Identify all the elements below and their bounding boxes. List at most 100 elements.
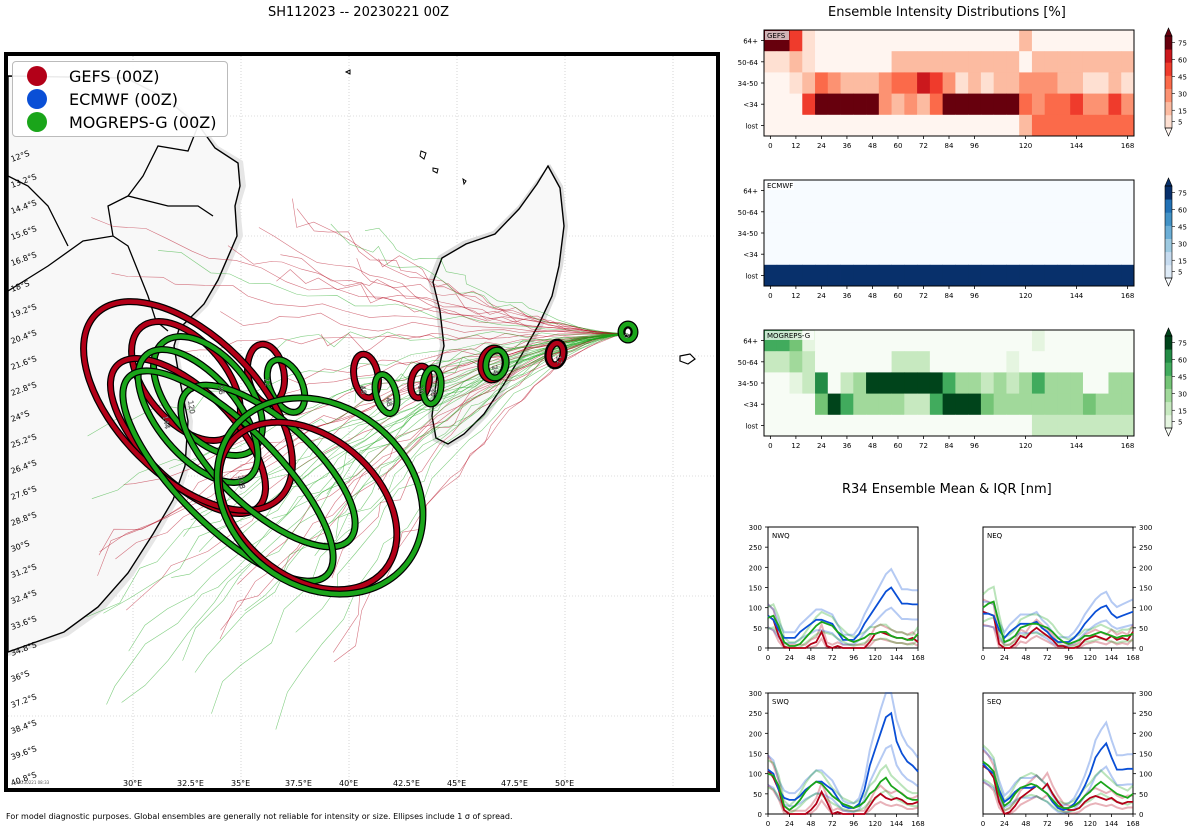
heatmap-cell xyxy=(1070,93,1084,116)
heatmap-cell xyxy=(1006,330,1020,352)
heatmap-cell xyxy=(853,114,867,137)
heatmap-cell xyxy=(776,201,790,223)
heatmap-cell xyxy=(904,372,918,394)
heatmap-cell xyxy=(1057,51,1071,73)
r34-ytick-label: 100 xyxy=(749,605,762,613)
colorbar-segment xyxy=(1165,75,1172,89)
heatmap-xtick-label: 36 xyxy=(842,292,851,300)
r34-title: R34 Ensemble Mean & IQR [nm] xyxy=(842,482,1052,497)
heatmap-cell xyxy=(878,393,892,416)
colorbar-segment xyxy=(1165,49,1172,63)
heatmap-cell xyxy=(1019,180,1033,202)
r34-mean-line-gefs xyxy=(982,764,1133,816)
r34-iqr-line xyxy=(982,585,1134,641)
ellipse-gefs xyxy=(81,299,295,513)
heatmap-cell xyxy=(917,222,931,244)
r34-xtick-label: 48 xyxy=(806,820,815,828)
heatmap-cell xyxy=(968,72,982,94)
heatmap-xtick-label: 12 xyxy=(791,292,800,300)
heatmap-cell xyxy=(815,393,829,416)
heatmap-cell xyxy=(955,30,969,52)
ellipse-hour-label: 0 xyxy=(622,333,631,339)
ensemble-track xyxy=(258,227,629,335)
heatmap-xtick-label: 12 xyxy=(791,142,800,150)
heatmap-cell xyxy=(1082,393,1097,416)
heatmap-cell xyxy=(891,372,905,394)
heatmap-cell xyxy=(1082,114,1097,137)
heatmap-cell xyxy=(1006,393,1020,416)
r34-xtick-label: 24 xyxy=(785,820,794,828)
intensity-title: Ensemble Intensity Distributions [%] xyxy=(828,5,1066,20)
heatmap-cell xyxy=(968,372,982,394)
heatmap-cell xyxy=(827,180,841,202)
r34-ytick-label: 200 xyxy=(1139,730,1152,738)
heatmap-cell xyxy=(1031,351,1046,373)
r34-xtick-label: 0 xyxy=(981,654,985,662)
heatmap-cell xyxy=(1006,93,1020,116)
heatmap-cell xyxy=(993,372,1007,394)
heatmap-cell xyxy=(891,351,905,373)
heatmap-cell xyxy=(1031,222,1046,244)
heatmap-cell xyxy=(1031,201,1046,223)
heatmap-cell xyxy=(1095,51,1109,73)
heatmap-cell xyxy=(1019,51,1033,73)
heatmap-cell xyxy=(802,222,816,244)
lon-label: 40°E xyxy=(339,779,358,788)
ellipse-hour-label: 24 xyxy=(490,365,500,376)
heatmap-xtick-label: 60 xyxy=(894,442,903,450)
heatmap-cell xyxy=(980,393,995,416)
r34-xtick-label: 48 xyxy=(806,654,815,662)
heatmap-cell xyxy=(878,93,892,116)
heatmap-row-label: 50-64 xyxy=(738,209,759,217)
heatmap-cell xyxy=(968,201,982,223)
heatmap-cell xyxy=(789,351,803,373)
heatmap-mogreps-g: MOGREPS-G 64+ 50-64 34-50 <34 lost 0 12 24 36 48 60… xyxy=(738,327,1187,450)
heatmap-cell xyxy=(942,180,956,202)
heatmap-cell xyxy=(878,114,892,137)
ellipse-mogreps xyxy=(618,321,638,343)
heatmap-cell xyxy=(968,351,982,373)
heatmap-cell xyxy=(955,243,969,266)
heatmap-cell xyxy=(866,51,880,73)
heatmap-cell xyxy=(980,351,995,373)
heatmap-cell xyxy=(904,264,918,287)
heatmap-xtick-label: 24 xyxy=(817,442,826,450)
colorbar-segment xyxy=(1165,101,1172,116)
heatmap-cell xyxy=(1019,264,1033,287)
heatmap-cell xyxy=(1070,180,1084,202)
r34-xtick-label: 0 xyxy=(766,820,770,828)
heatmap-cell xyxy=(968,264,982,287)
legend-item-gefs: GEFS (00Z) xyxy=(27,65,159,87)
heatmap-gefs: GEFS 64+ 50-64 34-50 <34 lost 0 12 24 36 48 60 72 84 9… xyxy=(738,27,1187,150)
heatmap-cell xyxy=(1031,414,1046,437)
heatmap-xtick-label: 0 xyxy=(768,142,772,150)
heatmap-cell xyxy=(827,393,841,416)
colorbar-label: 15 xyxy=(1178,257,1187,265)
colorbar-segment xyxy=(1165,199,1172,213)
heatmap-cell xyxy=(878,72,892,94)
heatmap-cell xyxy=(789,222,803,244)
colorbar-segment xyxy=(1165,349,1172,363)
heatmap-cell xyxy=(776,264,790,287)
heatmap-xtick-label: 0 xyxy=(768,292,772,300)
heatmap-cell xyxy=(815,351,829,373)
heatmap-cell xyxy=(955,222,969,244)
heatmap-cell xyxy=(1044,243,1058,266)
r34-xtick-label: 96 xyxy=(1064,654,1073,662)
r34-xtick-label: 96 xyxy=(849,820,858,828)
heatmap-cell xyxy=(1031,393,1046,416)
colorbar-label: 30 xyxy=(1178,240,1187,248)
heatmap-cell xyxy=(993,72,1007,94)
heatmap-cell xyxy=(904,351,918,373)
heatmap-cell xyxy=(1070,114,1084,137)
heatmap-cell xyxy=(1019,114,1033,137)
heatmap-cell xyxy=(827,93,841,116)
heatmap-cell xyxy=(891,180,905,202)
uncertainty-ellipses: 0 12 24 36 48 72 96 120 144 168 36 48 xyxy=(80,298,639,598)
heatmap-cell xyxy=(1082,51,1097,73)
ensemble-track xyxy=(175,333,629,354)
heatmap-cell xyxy=(1095,93,1109,116)
footer-note: For model diagnostic purposes. Global en… xyxy=(6,812,513,821)
heatmap-xtick-label: 96 xyxy=(970,292,979,300)
ellipse-hour-label: 48 xyxy=(358,385,367,395)
